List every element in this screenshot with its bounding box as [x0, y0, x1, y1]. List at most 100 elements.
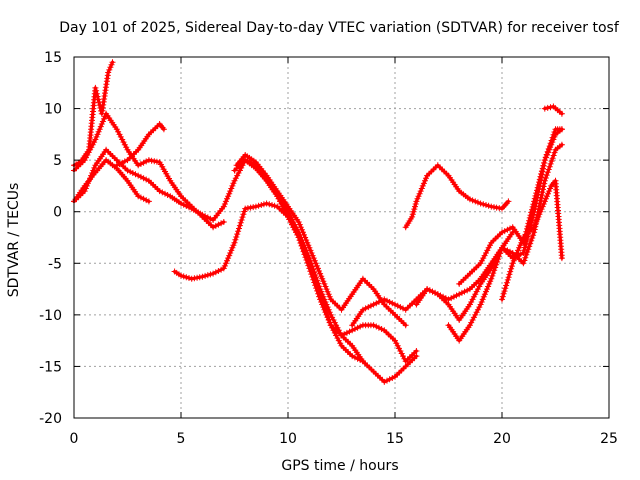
- data-point: [335, 337, 342, 344]
- data-point: [321, 296, 328, 303]
- data-point: [420, 180, 427, 187]
- data-point: [515, 247, 521, 254]
- data-point: [325, 306, 332, 313]
- data-point: [238, 217, 245, 223]
- data-point: [233, 234, 240, 240]
- data-point: [85, 149, 92, 156]
- data-point: [132, 171, 139, 178]
- data-point: [333, 332, 340, 339]
- data-point: [218, 220, 225, 227]
- data-point: [94, 93, 101, 100]
- data-point: [370, 322, 377, 329]
- chart-title: Day 101 of 2025, Sidereal Day-to-day VTE…: [59, 20, 620, 36]
- data-point: [362, 305, 369, 312]
- data-point: [473, 309, 480, 316]
- data-point: [417, 188, 424, 195]
- data-point: [478, 299, 485, 305]
- data-point: [237, 219, 244, 226]
- data-point: [386, 299, 393, 305]
- data-point: [545, 145, 552, 152]
- data-point: [178, 272, 184, 279]
- data-point: [504, 276, 511, 283]
- data-point: [235, 228, 242, 235]
- data-point: [311, 257, 318, 264]
- data-point: [537, 173, 544, 180]
- data-point: [221, 262, 228, 269]
- data-point: [472, 311, 479, 318]
- data-point: [540, 201, 547, 207]
- data-point: [143, 197, 150, 204]
- data-point: [508, 263, 515, 270]
- y-tick-label: 10: [44, 102, 62, 118]
- data-point: [221, 201, 228, 207]
- data-point: [324, 304, 331, 311]
- data-point: [503, 282, 510, 289]
- data-point: [527, 240, 534, 247]
- data-point: [445, 296, 452, 303]
- data-point: [520, 260, 527, 267]
- data-point: [143, 176, 150, 183]
- data-point: [546, 143, 553, 150]
- data-point: [156, 188, 163, 195]
- data-point: [375, 299, 382, 305]
- x-tick-label: 0: [70, 431, 79, 447]
- data-point: [271, 202, 278, 209]
- data-point: [468, 319, 475, 326]
- data-point: [539, 165, 546, 172]
- data-point: [500, 290, 507, 297]
- data-point: [228, 185, 235, 192]
- data-point: [117, 133, 124, 140]
- data-point: [231, 239, 238, 246]
- data-point: [286, 211, 293, 218]
- data-point: [545, 190, 551, 197]
- data-point: [470, 293, 477, 300]
- data-point: [458, 289, 465, 296]
- data-point: [202, 213, 209, 220]
- data-point: [137, 194, 144, 201]
- data-point: [326, 319, 333, 326]
- data-point: [414, 195, 421, 202]
- data-point: [400, 353, 406, 360]
- data-point: [505, 198, 512, 205]
- data-point: [204, 272, 211, 279]
- y-tick-label: -15: [39, 359, 62, 375]
- data-point: [502, 285, 509, 292]
- data-point: [491, 267, 498, 274]
- data-point: [95, 96, 102, 103]
- data-point: [516, 244, 523, 251]
- data-point: [135, 172, 142, 179]
- data-point: [481, 252, 488, 259]
- series-s8: [233, 152, 409, 329]
- data-point: [521, 257, 528, 264]
- data-point: [514, 250, 520, 256]
- data-point: [218, 266, 225, 273]
- data-point: [378, 326, 385, 332]
- data-point: [140, 175, 147, 182]
- data-point: [337, 340, 344, 347]
- data-point: [536, 176, 543, 183]
- data-point: [291, 221, 298, 228]
- data-point: [472, 198, 479, 205]
- data-point: [260, 201, 267, 208]
- data-point: [330, 317, 337, 323]
- data-point: [524, 223, 531, 230]
- data-point: [498, 247, 504, 254]
- data-point: [535, 213, 542, 220]
- data-point: [529, 206, 535, 213]
- data-point: [480, 293, 487, 300]
- data-point: [164, 192, 171, 198]
- data-point: [530, 201, 537, 208]
- data-point: [115, 128, 122, 135]
- data-point: [373, 323, 380, 330]
- data-point: [497, 250, 504, 257]
- data-point: [300, 229, 306, 236]
- data-point: [319, 291, 326, 298]
- data-point: [539, 203, 546, 210]
- series-s5: [113, 121, 167, 169]
- data-point: [517, 251, 524, 258]
- data-point: [466, 196, 473, 203]
- data-point: [335, 327, 342, 334]
- data-point: [476, 283, 483, 290]
- data-point: [526, 214, 533, 221]
- data-point: [534, 184, 541, 191]
